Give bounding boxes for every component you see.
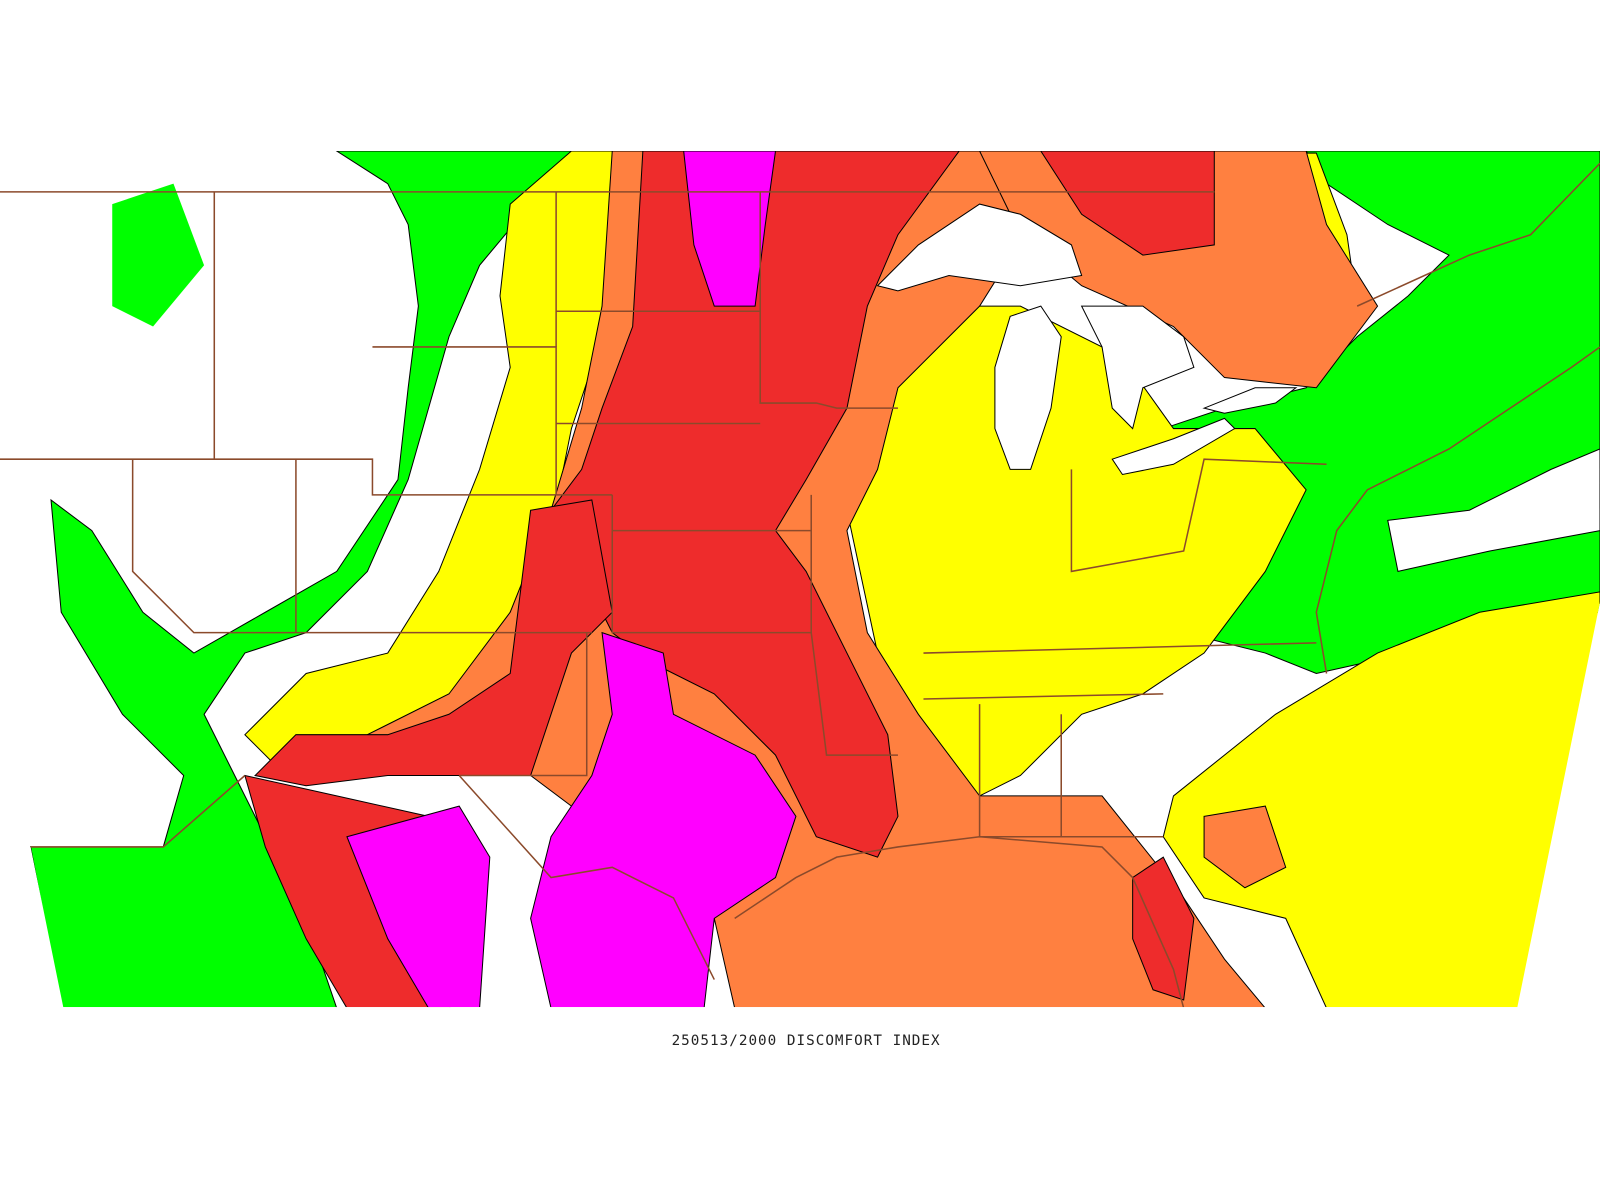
- magenta-zone: [683, 151, 777, 307]
- magenta-zone: [530, 631, 797, 1008]
- yellow-zone: [1162, 591, 1600, 1008]
- atlantic-blank: [1387, 448, 1600, 573]
- boundaries: [0, 162, 1600, 1008]
- great-lakes: [876, 203, 1298, 476]
- magenta-zone: [346, 805, 491, 1008]
- red-zone: [254, 499, 613, 787]
- map-caption: 250513/2000 DISCOMFORT INDEX: [672, 1033, 941, 1049]
- red-zone: [1039, 151, 1215, 256]
- map-area: [0, 151, 1600, 1008]
- red-zone: [1132, 856, 1195, 1001]
- orange-zone: [1203, 805, 1287, 889]
- green-zone: [112, 183, 205, 327]
- red-zone: [550, 151, 961, 858]
